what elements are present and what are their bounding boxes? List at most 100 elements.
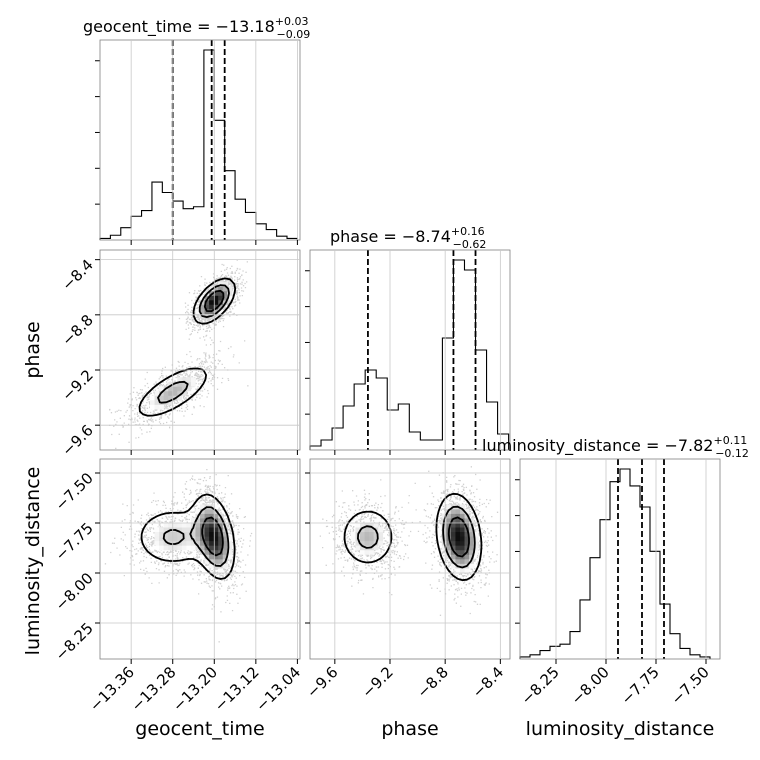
scatter-frame (99, 458, 301, 660)
density-cell (200, 504, 205, 510)
density-cell (218, 522, 224, 528)
ylabel-phase: phase (22, 321, 44, 378)
density-cell (369, 536, 374, 542)
density-cell (364, 527, 370, 533)
density-cell (460, 509, 465, 514)
density-cell (218, 559, 224, 564)
x-tick-label-luminosity-distance: −8.25 (518, 663, 563, 708)
density-cell (154, 404, 160, 410)
density-cell (450, 540, 456, 546)
density-cell (469, 531, 474, 537)
density-cell (150, 404, 155, 410)
scatter-frame (99, 249, 301, 451)
density-cell (360, 531, 365, 537)
density-cell (150, 400, 155, 405)
density-cell (186, 536, 192, 542)
hist-frame (99, 39, 301, 241)
xlabel-geocent-time: geocent_time (135, 718, 264, 740)
density-cell (473, 549, 479, 555)
hist-panel-geocent-time (95, 39, 301, 241)
density-cell (373, 536, 379, 542)
density-cell (177, 377, 183, 383)
density-cell (213, 527, 219, 533)
density-cell (204, 313, 210, 319)
density-cell (213, 513, 219, 519)
density-cell (218, 536, 224, 542)
density-cell (159, 404, 164, 410)
x-tick-label-geocent-time: −13.36 (86, 663, 138, 715)
scatter-panel-phase-luminosity-distance (309, 458, 511, 660)
density-cell (369, 549, 374, 555)
density-cell (209, 527, 214, 533)
density-cell (213, 290, 219, 296)
density-cell (204, 527, 210, 533)
title-luminosity-distance: luminosity_distance = −7.82+0.11 −0.12 (482, 434, 749, 460)
density-cell (460, 559, 465, 564)
density-cell (455, 540, 461, 546)
density-cell (469, 540, 474, 546)
density-cell (464, 536, 470, 542)
density-cell (163, 527, 169, 533)
density-cell (222, 281, 228, 287)
density-cell (222, 531, 228, 537)
density-cell (222, 554, 228, 560)
density-cell (360, 536, 365, 542)
density-cell (455, 518, 461, 523)
density-cell (213, 540, 219, 546)
title-phase: phase = −8.74+0.16 −0.62 (330, 225, 486, 251)
density-cell (450, 531, 456, 537)
density-cell (464, 559, 470, 564)
hist-frame (519, 458, 721, 660)
density-cell (177, 536, 183, 542)
density-cell (154, 536, 160, 542)
density-cell (218, 531, 224, 537)
density-cell (168, 381, 174, 387)
density-cell (360, 540, 365, 546)
density-cell (186, 386, 192, 392)
density-cell (200, 509, 205, 514)
contour-line (203, 289, 225, 313)
density-cell (218, 286, 224, 292)
density-cell (168, 536, 174, 542)
density-cell (378, 531, 384, 537)
density-cell (218, 568, 224, 573)
density-cell (373, 545, 379, 551)
density-cell (222, 536, 228, 542)
density-cell (364, 540, 370, 546)
density-cell (195, 540, 201, 546)
density-cell (450, 509, 456, 514)
density-cell (455, 568, 461, 573)
density-cell (218, 554, 224, 560)
density-cell (218, 545, 224, 551)
density-cell (360, 545, 365, 551)
density-cell (450, 522, 456, 528)
density-cell (469, 527, 474, 533)
density-cell (350, 536, 356, 542)
density-cell (204, 536, 210, 542)
density-cell (200, 554, 205, 560)
density-cell (150, 395, 155, 401)
x-tick-label-geocent-time: −13.28 (128, 663, 180, 715)
y-tick-label-luminosity-distance: −7.50 (52, 469, 97, 514)
density-cell (373, 522, 379, 528)
density-cell (204, 522, 210, 528)
density-cell (369, 522, 374, 528)
density-cell (455, 527, 461, 533)
y-tick-label-luminosity-distance: −7.75 (52, 519, 97, 564)
density-cell (209, 509, 214, 514)
density-cell (441, 545, 447, 551)
density-cell (373, 531, 379, 537)
density-cell (450, 513, 456, 519)
density-cell (209, 563, 214, 569)
density-cell (369, 527, 374, 533)
density-cell (209, 513, 214, 519)
density-cell (213, 504, 219, 510)
density-cell (195, 509, 201, 514)
density-cell (364, 531, 370, 537)
density-cell (460, 531, 465, 537)
x-tick-label-phase: −9.6 (303, 663, 341, 701)
density-cell (177, 531, 183, 537)
density-cell (473, 540, 479, 546)
density-cell (222, 295, 228, 301)
density-cell (177, 522, 183, 528)
